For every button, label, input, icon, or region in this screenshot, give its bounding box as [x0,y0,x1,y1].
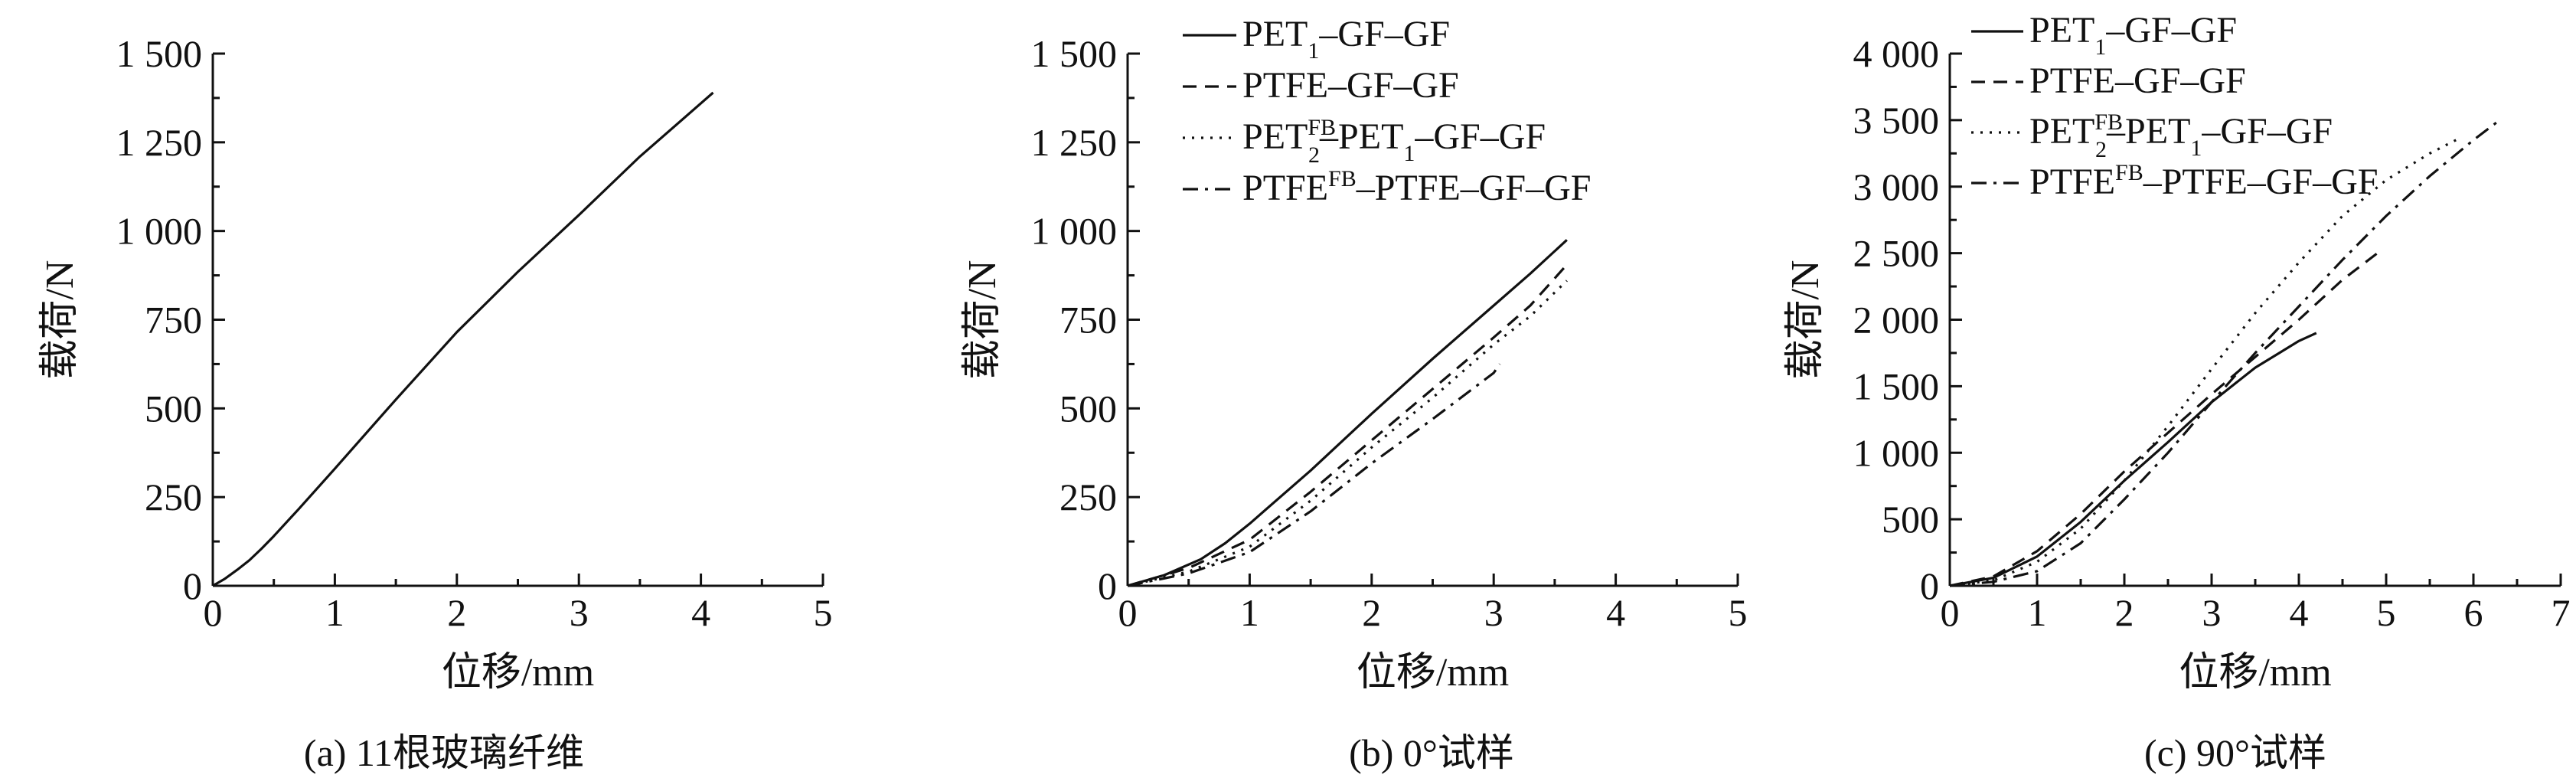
x-tick-label: 1 [325,591,344,634]
y-tick-label: 1 500 [1853,364,1940,407]
panel-caption: (a) 11根玻璃纤维 [304,731,584,774]
x-tick-label: 5 [1729,591,1748,634]
x-tick-label: 3 [1484,591,1503,634]
y-tick-label: 1 000 [116,210,203,253]
x-tick-label: 5 [814,591,833,634]
y-tick-label: 3 000 [1853,165,1940,208]
y-tick-label: 2 500 [1853,232,1940,275]
series-line-solid [1127,239,1568,587]
series-line-dotted [1949,139,2457,587]
y-tick-label: 0 [1920,564,1939,607]
panel-b: 0 1 2 3 4 5 0 250 500 750 1 000 1 250 1 500 位移/mm 载荷/N… [961,14,1748,774]
x-tick-label: 7 [2552,591,2571,634]
y-tick-label: 3 500 [1853,99,1940,142]
x-axis-label: 位移/mm [2179,651,2331,695]
panel-caption: (c) 90°试样 [2144,731,2326,774]
x-tick-label: 2 [1362,591,1381,634]
y-tick-label: 750 [145,299,202,342]
x-tick-label: 6 [2464,591,2483,634]
x-tick-label: 2 [447,591,466,634]
y-tick-label: 500 [1059,387,1117,430]
y-tick-label: 1 250 [116,121,203,164]
legend-entry-label: PETFB 2–PET1–GF–GF [2029,110,2333,162]
x-tick-label: 3 [570,591,589,634]
y-axis-label: 载荷/N [961,260,1004,379]
y-tick-label: 750 [1059,299,1117,342]
x-tick-label: 0 [204,591,223,634]
y-tick-label: 250 [1059,476,1117,518]
series-line-solid [1949,332,2317,587]
y-tick-label: 1 500 [1031,32,1118,75]
series-line-dashed [1127,263,1568,587]
y-tick-label: 1 000 [1853,431,1940,474]
y-tick-label: 1 000 [1031,210,1118,253]
legend-entry-label: PTFE–GF–GF [2029,60,2246,101]
panel-c: 0 1 2 3 4 5 6 7 0 500 1 000 1 500 2 000 2 500 3 000 3 5… [1784,10,2571,774]
y-axis-label: 载荷/N [38,260,82,379]
y-tick-label: 4 000 [1853,32,1940,75]
y-tick-label: 0 [1098,564,1117,607]
y-tick-label: 1 500 [116,32,203,75]
series-line-dashed [1949,252,2378,587]
legend-entry-label: PTFEFB–PTFE–GF–GF [1242,166,1591,208]
x-tick-label: 1 [1240,591,1259,634]
y-tick-label: 500 [145,387,202,430]
x-tick-label: 4 [1606,591,1625,634]
panel-a: 0 1 2 3 4 5 0 250 500 750 1 000 1 250 1 500 位移/mm 载荷/N… [38,32,833,774]
legend-entry-label: PET1–GF–GF [1242,14,1450,64]
legend-entry-label: PTFE–GF–GF [1242,65,1459,106]
x-tick-label: 3 [2202,591,2222,634]
x-tick-label: 0 [1118,591,1138,634]
x-tick-label: 5 [2377,591,2396,634]
series-line-dotted [1127,279,1568,587]
series-line-solid [212,91,714,587]
x-tick-label: 0 [1941,591,1960,634]
legend-entry-label: PETFB 2–PET1–GF–GF [1242,115,1546,168]
series-line-dashdot [1127,363,1501,587]
y-tick-label: 250 [145,476,202,518]
x-axis-label: 位移/mm [1357,651,1509,695]
x-tick-label: 4 [2290,591,2309,634]
panel-caption: (b) 0°试样 [1349,731,1514,774]
y-tick-label: 2 000 [1853,299,1940,342]
x-tick-label: 4 [691,591,710,634]
legend-entry-label: PET1–GF–GF [2029,10,2237,60]
x-axis-label: 位移/mm [442,651,594,695]
x-tick-label: 2 [2115,591,2134,634]
y-tick-label: 1 250 [1031,121,1118,164]
legend-entry-label: PTFEFB–PTFE–GF–GF [2029,160,2378,202]
y-tick-label: 500 [1882,498,1939,541]
series-line-dashdot [1949,119,2501,587]
x-tick-label: 1 [2028,591,2047,634]
y-axis-label: 载荷/N [1784,260,1827,379]
y-tick-label: 0 [183,564,202,607]
